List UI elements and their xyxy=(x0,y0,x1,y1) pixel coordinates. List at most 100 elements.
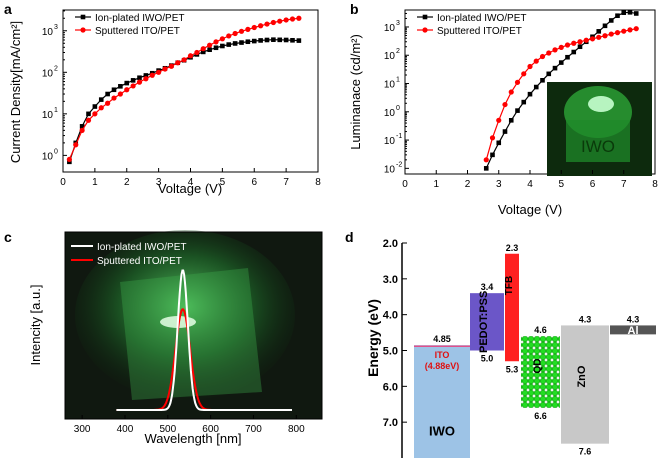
data-point xyxy=(264,37,270,43)
data-point xyxy=(283,37,289,43)
ito-label: ITO xyxy=(435,350,450,360)
data-point xyxy=(571,40,577,46)
data-point xyxy=(130,78,136,83)
legend-marker xyxy=(80,27,86,33)
xtick-label: 2 xyxy=(465,179,471,190)
data-point xyxy=(181,57,187,63)
ytick-exponent: 3 xyxy=(396,20,400,27)
ytick-exponent: 2 xyxy=(54,65,58,72)
panel-label-c: c xyxy=(4,229,12,245)
data-point xyxy=(533,84,539,90)
data-point xyxy=(296,38,302,43)
data-point xyxy=(602,33,608,39)
data-point xyxy=(245,26,251,32)
plot-c-ylabel: Intencity [a.u.] xyxy=(28,285,43,366)
legend-marker xyxy=(422,27,428,33)
legend-label: Ion-plated IWO/PET xyxy=(97,242,186,253)
xtick-label: 3 xyxy=(496,179,502,190)
xtick-label: 800 xyxy=(288,424,305,435)
xtick-label: 4 xyxy=(188,177,194,188)
data-point xyxy=(79,124,85,129)
ytick-exponent: 0 xyxy=(396,105,400,112)
data-point xyxy=(621,10,627,15)
xtick-label: 7 xyxy=(621,179,627,190)
layer-pedot-pss xyxy=(470,293,504,351)
layer-bottom-value: 5.3 xyxy=(506,364,519,374)
plot-c-series xyxy=(116,269,292,411)
spectrum-line xyxy=(116,269,292,411)
data-point xyxy=(226,42,232,47)
data-point xyxy=(130,83,136,89)
energy-tick-label: 2.0 xyxy=(383,238,398,250)
ytick-exponent: 3 xyxy=(54,24,58,31)
data-point xyxy=(527,63,533,70)
layer-label: Al xyxy=(628,325,639,337)
diagram-d-ylabel: Energy (eV) xyxy=(365,299,381,377)
plot-b-series xyxy=(483,10,639,171)
xtick-label: 0 xyxy=(402,179,408,190)
data-point xyxy=(483,157,489,163)
layer-bottom-value: 5.0 xyxy=(481,354,494,364)
data-point xyxy=(521,71,527,77)
data-point xyxy=(118,84,123,89)
xtick-label: 0 xyxy=(60,177,66,188)
data-point xyxy=(105,91,110,97)
data-point xyxy=(232,41,238,46)
layer-label: QD xyxy=(533,359,544,374)
plot-a-ylabel: Current Density[mA/cm²] xyxy=(8,21,23,163)
data-point xyxy=(577,44,583,50)
data-point xyxy=(614,30,621,36)
legend-label: Sputtered ITO/PET xyxy=(437,26,522,37)
plot-b-legend: Ion-plated IWO/PET Sputtered ITO/PET xyxy=(417,13,526,37)
data-point xyxy=(124,80,130,86)
data-point xyxy=(502,101,508,108)
plot-b-inset-text: IWO xyxy=(581,137,615,156)
data-point xyxy=(558,60,564,65)
data-point xyxy=(615,13,620,19)
xtick-label: 600 xyxy=(202,424,219,435)
xtick-label: 2 xyxy=(124,177,130,188)
data-point xyxy=(283,17,289,23)
ytick-label: 10 xyxy=(384,80,396,91)
data-point xyxy=(633,26,639,32)
data-point xyxy=(111,95,117,101)
data-point xyxy=(296,15,302,21)
ytick-exponent: 1 xyxy=(396,77,400,84)
energy-tick-label: 3.0 xyxy=(383,274,398,286)
data-point xyxy=(627,27,633,33)
legend-label: Sputtered ITO/PET xyxy=(95,26,180,37)
data-point xyxy=(496,117,502,123)
data-point xyxy=(277,37,283,43)
data-point xyxy=(137,75,142,81)
layer-label: TFB xyxy=(504,276,515,295)
legend-label: Sputtered ITO/PET xyxy=(97,256,182,267)
data-point xyxy=(521,99,527,105)
data-point xyxy=(239,40,244,45)
data-point xyxy=(514,79,521,85)
data-point xyxy=(232,30,238,37)
legend-label: Ion-plated IWO/PET xyxy=(95,13,184,24)
data-point xyxy=(546,71,552,77)
data-point xyxy=(86,111,91,117)
data-point xyxy=(245,39,251,45)
plot-a-legend: Ion-plated IWO/PET Sputtered ITO/PET xyxy=(75,13,184,37)
layer-zno xyxy=(561,325,609,444)
plot-b-inset-device xyxy=(566,120,630,162)
ito-value-label: (4.88eV) xyxy=(425,361,460,371)
layer-label: ZnO xyxy=(576,365,588,387)
xtick-label: 7 xyxy=(283,177,289,188)
plot-c-photo-device xyxy=(120,268,262,400)
data-point xyxy=(565,54,570,60)
data-point xyxy=(251,24,257,31)
data-point xyxy=(79,127,85,133)
legend-label: Ion-plated IWO/PET xyxy=(437,13,526,24)
energy-tick-label: 5.0 xyxy=(383,346,398,358)
data-point xyxy=(558,44,564,50)
ytick-label: 10 xyxy=(384,164,396,175)
data-point xyxy=(271,37,276,42)
series-line-1 xyxy=(68,17,299,160)
xtick-label: 6 xyxy=(251,177,257,188)
